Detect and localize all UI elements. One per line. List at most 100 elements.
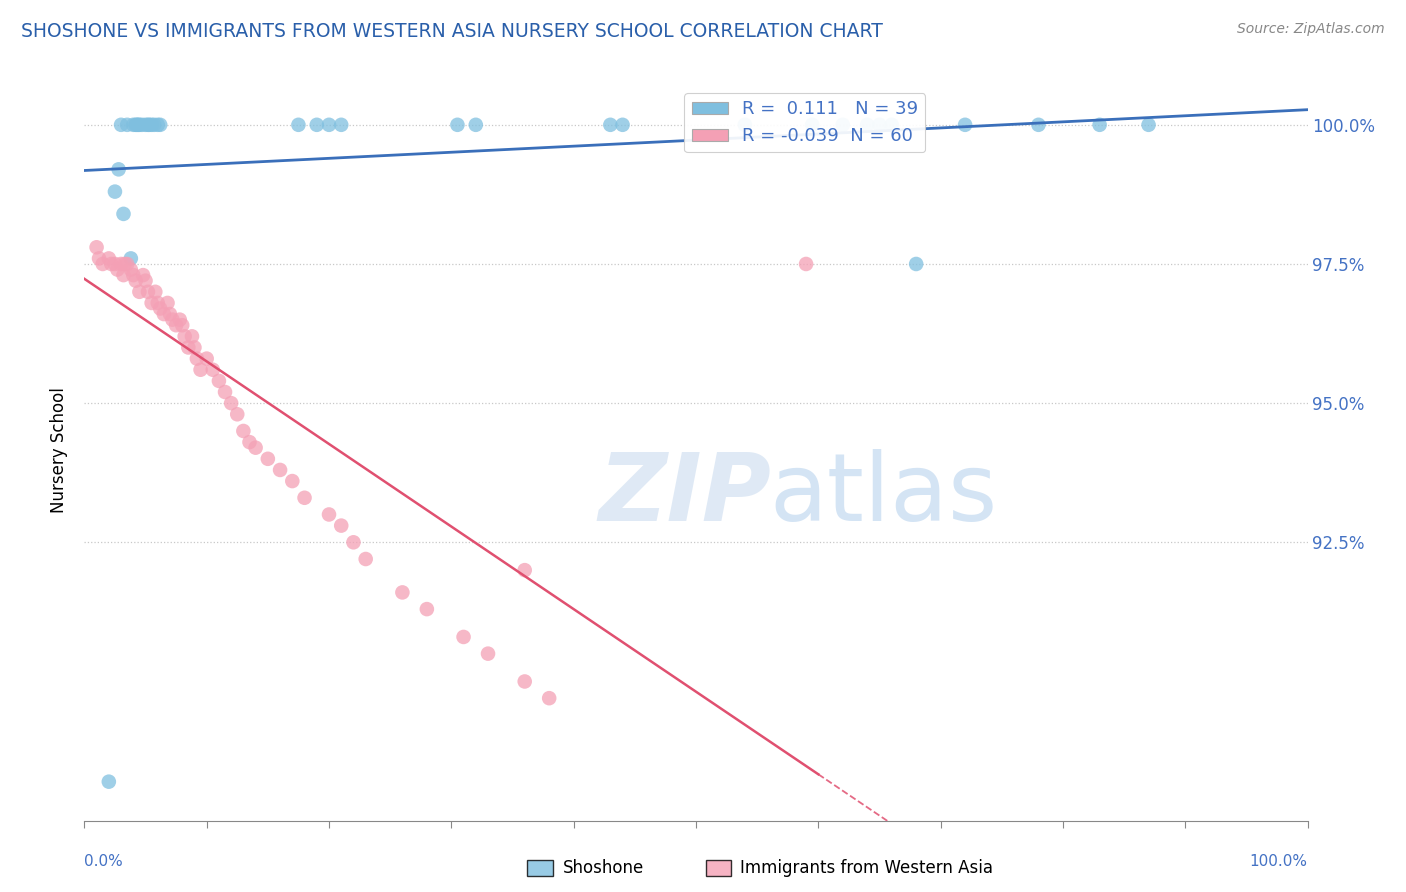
Point bbox=[86, 240, 108, 254]
Point bbox=[115, 257, 138, 271]
Point bbox=[257, 451, 280, 466]
Point bbox=[880, 118, 903, 132]
Point bbox=[125, 274, 148, 288]
Point bbox=[97, 252, 120, 266]
Point bbox=[169, 312, 191, 326]
Point bbox=[143, 118, 166, 132]
Point bbox=[318, 508, 340, 522]
Point bbox=[165, 318, 187, 333]
Point bbox=[305, 118, 328, 132]
Point bbox=[1028, 118, 1050, 132]
Text: Shoshone: Shoshone bbox=[562, 859, 644, 877]
Point bbox=[269, 463, 291, 477]
Point bbox=[734, 118, 756, 132]
Point bbox=[342, 535, 364, 549]
Point bbox=[141, 296, 163, 310]
Text: Source: ZipAtlas.com: Source: ZipAtlas.com bbox=[1237, 22, 1385, 37]
Legend: R =  0.111   N = 39, R = -0.039  N = 60: R = 0.111 N = 39, R = -0.039 N = 60 bbox=[685, 93, 925, 153]
Point bbox=[226, 407, 249, 421]
Point bbox=[238, 435, 260, 450]
Point bbox=[794, 257, 817, 271]
Point bbox=[112, 268, 135, 282]
Text: Immigrants from Western Asia: Immigrants from Western Asia bbox=[740, 859, 993, 877]
Point bbox=[120, 252, 142, 266]
Point bbox=[127, 118, 149, 132]
Point bbox=[446, 118, 468, 132]
Point bbox=[104, 185, 127, 199]
Point bbox=[354, 552, 377, 566]
Point bbox=[208, 374, 231, 388]
Point bbox=[183, 341, 205, 355]
Point bbox=[513, 674, 536, 689]
Point bbox=[513, 563, 536, 577]
Point bbox=[612, 118, 634, 132]
Point bbox=[477, 647, 499, 661]
Point bbox=[138, 118, 160, 132]
Point bbox=[143, 285, 166, 299]
Y-axis label: Nursery School: Nursery School bbox=[51, 387, 69, 514]
Text: SHOSHONE VS IMMIGRANTS FROM WESTERN ASIA NURSERY SCHOOL CORRELATION CHART: SHOSHONE VS IMMIGRANTS FROM WESTERN ASIA… bbox=[21, 22, 883, 41]
Point bbox=[97, 774, 120, 789]
Point bbox=[464, 118, 486, 132]
Point bbox=[162, 312, 184, 326]
Point bbox=[186, 351, 208, 366]
Point bbox=[110, 118, 132, 132]
Point bbox=[294, 491, 316, 505]
Point bbox=[100, 257, 122, 271]
Point bbox=[172, 318, 194, 333]
Point bbox=[416, 602, 439, 616]
Point bbox=[831, 118, 853, 132]
Point bbox=[128, 118, 150, 132]
Point bbox=[905, 257, 928, 271]
Point bbox=[135, 274, 157, 288]
Point bbox=[173, 329, 195, 343]
Point bbox=[87, 252, 110, 266]
Point bbox=[115, 118, 138, 132]
Text: ZIP: ZIP bbox=[598, 449, 770, 541]
Text: 0.0%: 0.0% bbox=[84, 854, 124, 869]
Point bbox=[107, 162, 129, 177]
Point bbox=[177, 341, 200, 355]
Point bbox=[159, 307, 181, 321]
Point bbox=[136, 118, 159, 132]
Point bbox=[91, 257, 114, 271]
Point bbox=[318, 118, 340, 132]
Text: atlas: atlas bbox=[769, 449, 998, 541]
Point bbox=[856, 118, 879, 132]
Point bbox=[287, 118, 309, 132]
Point bbox=[120, 262, 142, 277]
Point bbox=[1088, 118, 1111, 132]
Point bbox=[122, 268, 145, 282]
Point bbox=[131, 118, 153, 132]
Point bbox=[391, 585, 413, 599]
Point bbox=[146, 296, 169, 310]
Point bbox=[214, 384, 236, 399]
Point bbox=[599, 118, 621, 132]
Point bbox=[190, 363, 212, 377]
Point bbox=[125, 118, 148, 132]
Point bbox=[141, 118, 163, 132]
Point bbox=[330, 518, 353, 533]
Point bbox=[105, 262, 128, 277]
Point bbox=[125, 118, 148, 132]
Point bbox=[1137, 118, 1160, 132]
Point bbox=[114, 257, 136, 271]
Point bbox=[135, 118, 157, 132]
Point bbox=[201, 363, 224, 377]
Point bbox=[453, 630, 475, 644]
Point bbox=[110, 257, 132, 271]
Point bbox=[146, 118, 169, 132]
Point bbox=[149, 301, 172, 316]
Point bbox=[538, 691, 561, 706]
Point bbox=[149, 118, 172, 132]
Point bbox=[219, 396, 242, 410]
Point bbox=[245, 441, 267, 455]
Point bbox=[153, 307, 176, 321]
Point bbox=[156, 296, 179, 310]
Point bbox=[132, 268, 155, 282]
Point bbox=[181, 329, 204, 343]
Point bbox=[330, 118, 353, 132]
Point bbox=[232, 424, 254, 438]
Point bbox=[869, 118, 891, 132]
Point bbox=[112, 207, 135, 221]
